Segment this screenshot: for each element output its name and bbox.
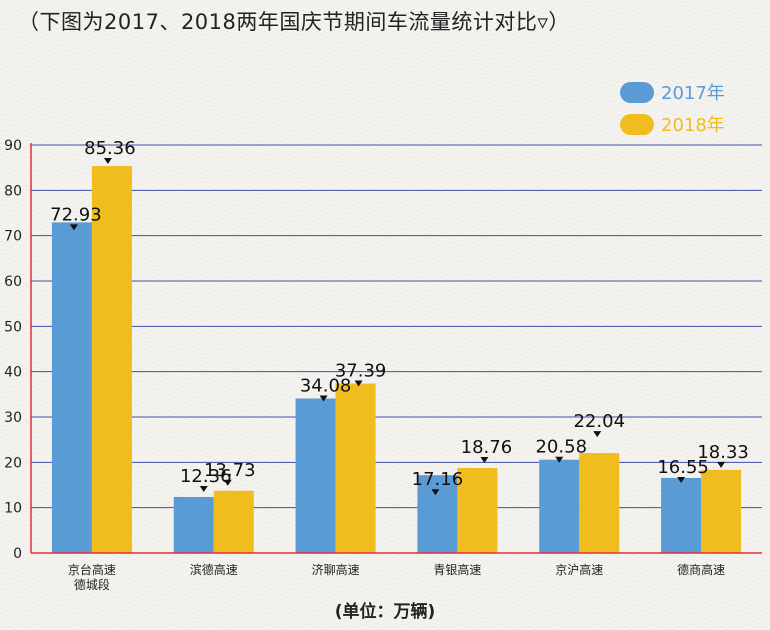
- bar-2017: [51, 222, 92, 553]
- legend-swatch-2017: [620, 81, 654, 103]
- data-label: 12.36: [180, 466, 232, 487]
- data-label: 37.39: [335, 360, 387, 381]
- legend-item-2017: 2017年: [620, 76, 725, 108]
- bar-2018: [701, 469, 742, 553]
- y-tick-label: 30: [4, 410, 22, 426]
- bar-2018: [91, 166, 132, 553]
- y-tick-label: 70: [4, 229, 22, 245]
- data-label: 13.73: [204, 460, 256, 481]
- bar-2018: [213, 490, 254, 553]
- data-label-marker: [103, 158, 112, 165]
- bar-2017: [173, 496, 214, 553]
- bar-2017: [295, 398, 336, 553]
- data-label-marker: [677, 476, 686, 483]
- data-label-marker: [717, 461, 726, 468]
- x-tick-label: 德城段: [74, 577, 110, 592]
- x-tick-label: 滨德高速: [190, 562, 238, 577]
- x-tick-label: 德商高速: [677, 562, 725, 577]
- y-tick-label: 0: [13, 546, 22, 562]
- y-tick-label: 40: [4, 365, 22, 381]
- data-label-marker: [199, 485, 208, 492]
- unit-note: (单位：万辆): [334, 602, 436, 622]
- bar-2017: [661, 477, 702, 553]
- bar-2018: [579, 453, 620, 553]
- data-label: 34.08: [300, 376, 352, 397]
- y-tick-label: 90: [4, 138, 22, 154]
- legend: 2017年 2018年: [620, 76, 725, 140]
- data-label: 72.93: [50, 204, 102, 225]
- data-label: 16.55: [657, 457, 709, 478]
- bar-2018: [457, 467, 498, 553]
- x-tick-label: 京台高速: [68, 562, 116, 577]
- data-label: 18.76: [461, 437, 513, 458]
- x-tick-label: 京沪高速: [555, 562, 603, 577]
- data-label-marker: [593, 431, 602, 438]
- chart-title: （下图为2017、2018两年国庆节期间车流量统计对比▿）: [18, 10, 570, 34]
- data-label-marker: [431, 489, 440, 496]
- data-label-marker: [354, 380, 363, 387]
- y-tick-label: 50: [4, 319, 22, 335]
- y-tick-label: 60: [4, 274, 22, 290]
- data-label-marker: [319, 395, 328, 402]
- legend-label-2018: 2018年: [661, 115, 725, 136]
- data-label-marker: [223, 479, 232, 486]
- y-tick-label: 80: [4, 183, 22, 199]
- y-tick-label: 20: [4, 455, 22, 471]
- data-label: 22.04: [573, 411, 625, 432]
- x-tick-label: 青银高速: [433, 562, 481, 577]
- data-label-marker: [69, 224, 78, 231]
- data-label: 20.58: [535, 437, 587, 458]
- data-label: 18.33: [697, 442, 749, 463]
- bar-2017: [539, 459, 580, 553]
- x-tick-label: 济聊高速: [312, 562, 360, 577]
- legend-swatch-2018: [620, 113, 654, 135]
- data-label: 17.16: [412, 469, 464, 490]
- bar-2018: [335, 383, 376, 553]
- legend-label-2017: 2017年: [661, 83, 725, 104]
- legend-item-2018: 2018年: [620, 108, 725, 140]
- data-label: 85.36: [84, 138, 136, 159]
- y-tick-label: 10: [4, 501, 22, 517]
- data-label-marker: [480, 456, 489, 463]
- bar-2017: [417, 475, 458, 553]
- data-label-marker: [555, 456, 564, 463]
